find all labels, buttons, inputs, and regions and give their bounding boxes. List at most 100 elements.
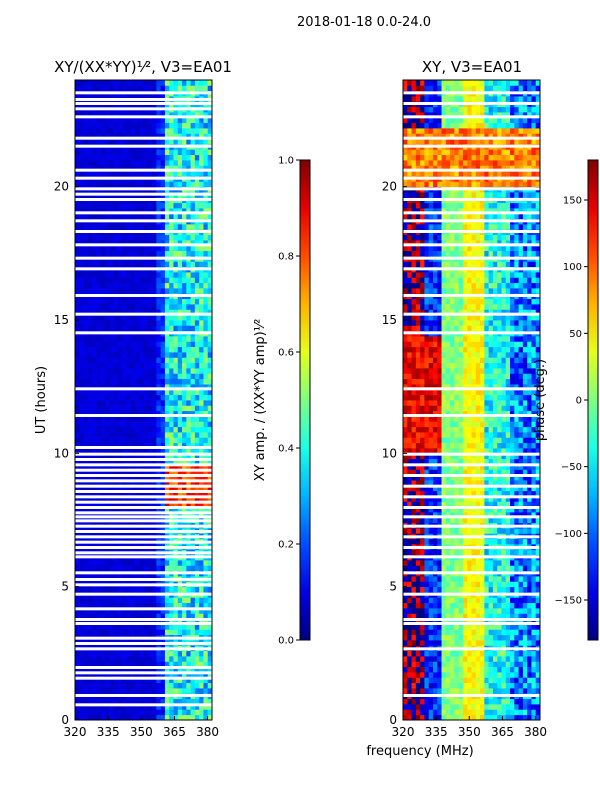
heatmap-cell: [104, 682, 110, 689]
heatmap-cell: [100, 245, 106, 252]
heatmap-cell: [117, 304, 123, 310]
heatmap-cell: [437, 613, 442, 620]
heatmap-cell: [190, 250, 196, 257]
heatmap-cell: [437, 682, 442, 689]
heatmap-cell: [139, 677, 144, 684]
heatmap-cell: [445, 602, 451, 609]
heatmap-cell: [182, 261, 187, 268]
heatmap-cell: [87, 325, 93, 332]
heatmap-cell: [92, 170, 97, 177]
heatmap-cell: [199, 362, 204, 369]
heatmap-cell: [475, 618, 481, 625]
heatmap-cell: [518, 709, 524, 716]
heatmap-cell: [160, 314, 166, 321]
heatmap-cell: [428, 565, 434, 572]
heatmap-cell: [75, 277, 80, 284]
heatmap-cell: [462, 608, 468, 614]
heatmap-cell: [207, 474, 213, 481]
heatmap-cell: [186, 410, 191, 417]
heatmap-cell: [190, 277, 196, 284]
heatmap-cell: [454, 677, 460, 684]
heatmap-cell: [156, 656, 162, 662]
heatmap-cell: [100, 656, 106, 662]
heatmap-cell: [100, 624, 106, 630]
heatmap-cell: [122, 410, 127, 417]
heatmap-cell: [122, 128, 127, 134]
heatmap-cell: [403, 672, 408, 678]
heatmap-cell: [424, 618, 430, 625]
heatmap-cell: [492, 618, 498, 625]
heatmap-cell: [190, 512, 196, 518]
heatmap-cell: [130, 442, 136, 449]
heatmap-cell: [531, 640, 537, 646]
heatmap-cell: [122, 448, 127, 454]
heatmap-cell: [492, 656, 498, 662]
heatmap-cell: [87, 181, 93, 188]
heatmap-cell: [122, 325, 127, 332]
heatmap-cell: [182, 298, 187, 305]
heatmap-cell: [160, 448, 166, 454]
heatmap-cell: [96, 453, 102, 460]
heatmap-cell: [139, 352, 144, 358]
heatmap-cell: [424, 704, 430, 710]
heatmap-cell: [450, 624, 455, 630]
heatmap-cell: [113, 677, 119, 684]
heatmap-cell: [87, 352, 93, 358]
heatmap-cell: [164, 688, 170, 694]
heatmap-cell: [156, 309, 162, 316]
heatmap-cell: [122, 309, 127, 316]
heatmap-cell: [160, 138, 166, 145]
heatmap-cell: [100, 405, 106, 412]
heatmap-cell: [467, 634, 472, 641]
heatmap-cell: [113, 277, 119, 284]
heatmap-cell: [522, 608, 528, 614]
heatmap-cell: [194, 234, 200, 241]
heatmap-cell: [199, 442, 204, 449]
heatmap-cell: [96, 389, 102, 396]
heatmap-cell: [480, 688, 485, 694]
heatmap-cell: [75, 421, 80, 428]
heatmap-cell: [458, 608, 464, 614]
heatmap-cell: [104, 400, 110, 406]
heatmap-cell: [147, 245, 153, 252]
heatmap-cell: [458, 565, 464, 572]
heatmap-cell: [117, 117, 123, 124]
heatmap-cell: [83, 474, 89, 481]
heatmap-cell: [169, 496, 174, 502]
heatmap-cell: [450, 608, 455, 614]
heatmap-cell: [415, 602, 421, 609]
heatmap-cell: [484, 704, 490, 710]
heatmap-cell: [122, 117, 127, 124]
heatmap-cell: [199, 560, 204, 566]
heatmap-cell: [480, 640, 485, 646]
heatmap-cell: [83, 624, 89, 630]
heatmap-cell: [203, 133, 209, 140]
heatmap-cell: [134, 448, 140, 454]
heatmap-cell: [182, 394, 187, 401]
heatmap-cell: [160, 608, 166, 614]
heatmap-cell: [190, 378, 196, 385]
heatmap-cell: [122, 709, 127, 716]
heatmap-cell: [518, 714, 524, 721]
heatmap-cell: [527, 650, 532, 657]
heatmap-cell: [126, 474, 132, 481]
heatmap-cell: [186, 298, 191, 305]
heatmap-cell: [501, 634, 507, 641]
heatmap-cell: [186, 224, 191, 230]
heatmap-cell: [109, 373, 114, 380]
heatmap-cell: [190, 160, 196, 166]
heatmap-cell: [83, 122, 89, 129]
heatmap-cell: [83, 149, 89, 156]
heatmap-cell: [122, 250, 127, 257]
heatmap-cell: [207, 656, 213, 662]
heatmap-cell: [480, 565, 485, 572]
heatmap-cell: [100, 490, 106, 497]
heatmap-cell: [87, 405, 93, 412]
heatmap-cell: [424, 549, 430, 556]
heatmap-cell: [87, 346, 93, 353]
heatmap-cell: [164, 250, 170, 257]
heatmap-cell: [87, 224, 93, 230]
heatmap-cell: [514, 634, 519, 641]
heatmap-cell: [186, 608, 191, 614]
heatmap-cell: [87, 117, 93, 124]
